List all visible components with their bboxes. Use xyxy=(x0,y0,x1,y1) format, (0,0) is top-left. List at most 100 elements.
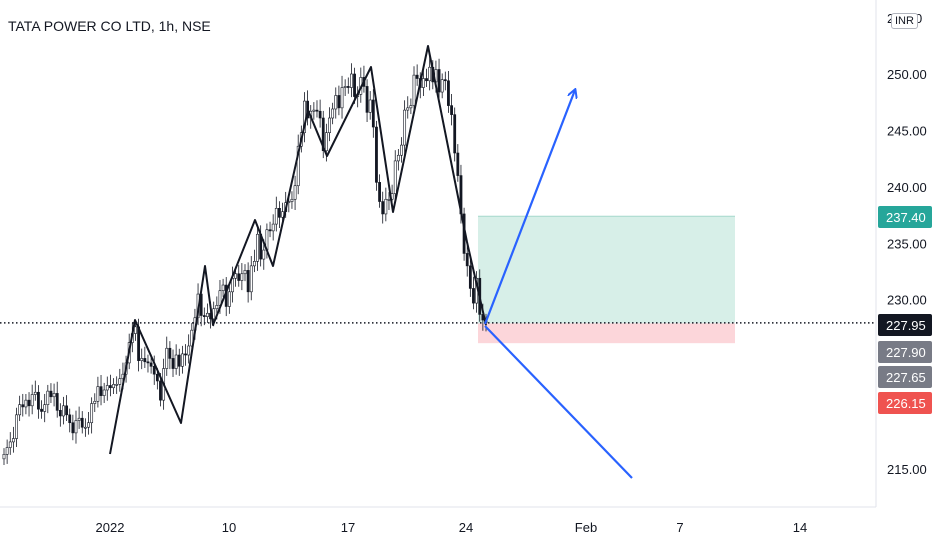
candle-body xyxy=(293,185,297,200)
currency-badge[interactable]: INR xyxy=(891,13,918,29)
candle-body xyxy=(396,154,400,162)
price-tag-last[interactable]: 227.95 xyxy=(878,314,932,336)
candle-body xyxy=(184,353,187,356)
y-tick-label: 235.00 xyxy=(887,236,927,251)
candle-body xyxy=(24,399,28,408)
candle-body xyxy=(74,420,78,434)
candle-body xyxy=(437,69,441,93)
candle-body xyxy=(149,362,153,367)
candle-body xyxy=(246,270,250,293)
svg-text:227.65: 227.65 xyxy=(886,370,926,385)
candle-body xyxy=(65,405,68,416)
candle-body xyxy=(168,347,172,359)
candle-body xyxy=(221,284,225,291)
candle-body xyxy=(99,386,103,396)
candle-body xyxy=(115,384,119,386)
candle-body xyxy=(227,291,231,307)
candle-body xyxy=(340,87,344,109)
candle-body xyxy=(456,152,460,176)
candle-body xyxy=(268,229,272,232)
candle-body xyxy=(453,114,457,154)
candle-body xyxy=(93,400,97,404)
candle-body xyxy=(422,78,425,88)
candle-body xyxy=(30,394,34,407)
candle-body xyxy=(15,414,18,439)
candle-body xyxy=(428,66,432,82)
candle-body xyxy=(71,422,75,434)
x-tick-label: 10 xyxy=(222,520,236,535)
candle-body xyxy=(187,345,191,356)
candle-body xyxy=(181,353,184,367)
candle-body xyxy=(105,385,109,391)
y-tick-label: 250.00 xyxy=(887,67,927,82)
candle-body xyxy=(68,414,72,424)
candle-body xyxy=(155,373,159,382)
axes: 215.00230.00235.00240.00245.00250.002022… xyxy=(0,0,927,535)
candle-body xyxy=(290,198,294,202)
candle-body xyxy=(406,107,410,111)
candle-body xyxy=(118,378,122,385)
candle-body xyxy=(318,110,322,119)
y-tick-label-partial: 2 xyxy=(887,11,894,26)
candle-body xyxy=(350,73,353,88)
x-tick-label: 7 xyxy=(676,520,683,535)
candle-body xyxy=(234,273,238,279)
candle-body xyxy=(321,117,325,152)
candle-body xyxy=(109,385,112,389)
price-tags: 237.40 227.95 227.90 227.65 226.15 xyxy=(878,206,932,414)
candle-body xyxy=(177,354,181,367)
candle-body xyxy=(96,386,100,402)
candle-body xyxy=(278,208,281,218)
x-tick-label: 17 xyxy=(341,520,355,535)
price-tag-target[interactable]: 237.40 xyxy=(878,206,932,228)
price-tag-entry-alt[interactable]: 227.65 xyxy=(878,366,932,388)
candle-body xyxy=(403,109,407,146)
candle-body xyxy=(412,74,416,106)
candle-body xyxy=(143,358,147,363)
candle-body xyxy=(58,410,62,417)
candle-body xyxy=(472,288,475,304)
candle-body xyxy=(159,380,162,401)
candle-body xyxy=(365,86,369,113)
candle-body xyxy=(262,249,266,260)
candle-body xyxy=(202,315,206,317)
candle-body xyxy=(447,80,450,106)
candles xyxy=(2,55,488,466)
candle-body xyxy=(46,390,50,405)
candle-body xyxy=(152,365,156,375)
candle-body xyxy=(371,99,375,128)
candle-body xyxy=(77,417,81,421)
svg-text:226.15: 226.15 xyxy=(886,396,926,411)
candle-body xyxy=(134,326,137,334)
candle-body xyxy=(83,426,87,429)
svg-text:237.40: 237.40 xyxy=(886,210,926,225)
candle-body xyxy=(465,253,469,267)
candle-body xyxy=(400,144,403,156)
candle-body xyxy=(43,404,47,412)
candle-body xyxy=(274,208,278,225)
x-tick-label: 2022 xyxy=(96,520,125,535)
price-tag-entry[interactable]: 227.90 xyxy=(878,341,932,363)
candle-body xyxy=(240,273,244,281)
candle-body xyxy=(87,422,90,428)
candle-body xyxy=(381,201,385,215)
symbol-title[interactable]: TATA POWER CO LTD, 1h, NSE xyxy=(8,18,211,34)
bearish-projection-arrow xyxy=(484,325,633,479)
y-tick-label: 240.00 xyxy=(887,180,927,195)
candle-body xyxy=(215,305,219,310)
candle-body xyxy=(33,391,37,395)
candle-body xyxy=(271,223,275,232)
candle-body xyxy=(384,198,388,215)
candle-body xyxy=(27,399,31,407)
candle-body xyxy=(343,86,347,88)
zigzag-drawing xyxy=(109,45,487,455)
candle-body xyxy=(171,358,175,369)
candle-body xyxy=(353,73,356,97)
candle-body xyxy=(312,109,316,112)
price-tag-stop[interactable]: 226.15 xyxy=(878,392,932,414)
candle-body xyxy=(62,405,65,417)
candle-body xyxy=(80,417,84,428)
candle-body xyxy=(21,404,25,408)
candle-body xyxy=(415,74,419,79)
